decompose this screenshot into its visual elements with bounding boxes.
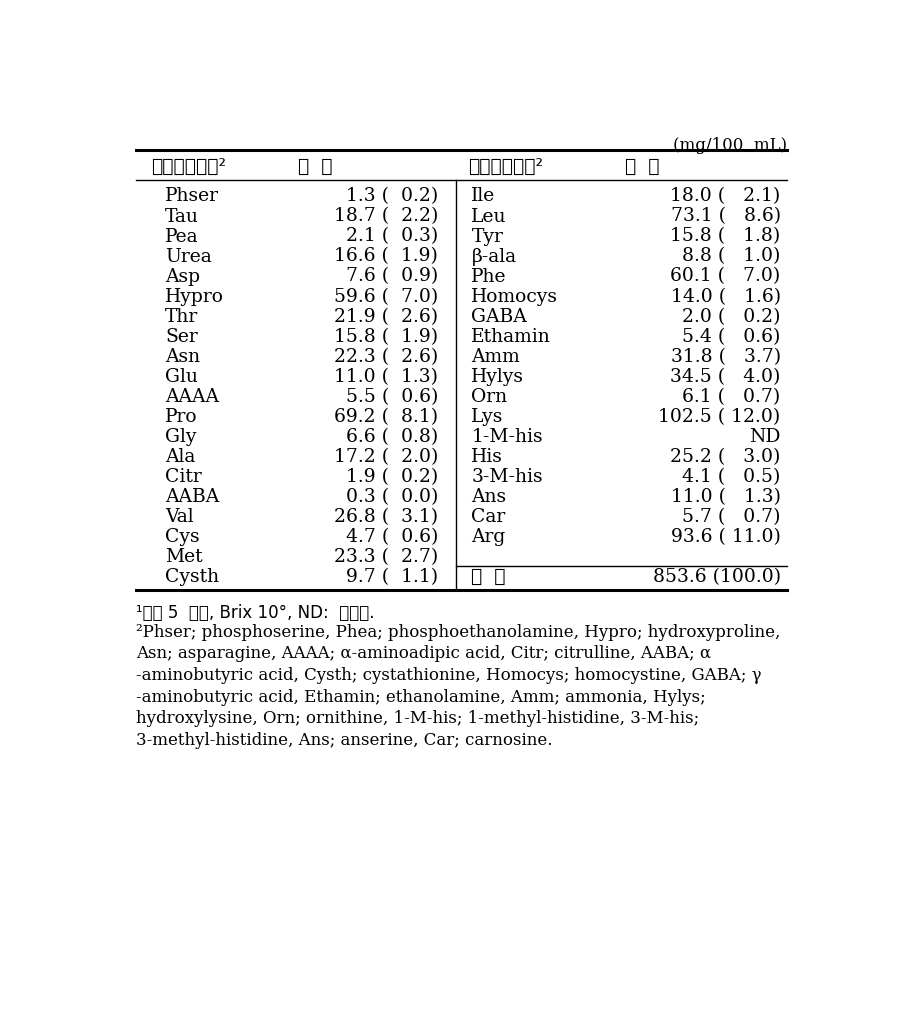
Text: 4.7 (  0.6): 4.7 ( 0.6) (346, 528, 438, 546)
Text: 11.0 (  1.3): 11.0 ( 1.3) (334, 367, 438, 386)
Text: 유리아미노산²: 유리아미노산² (468, 157, 542, 176)
Text: AABA: AABA (165, 488, 220, 505)
Text: Lys: Lys (471, 408, 504, 425)
Text: 7.6 (  0.9): 7.6 ( 0.9) (346, 268, 438, 285)
Text: Urea: Urea (165, 248, 212, 266)
Text: 60.1 (   7.0): 60.1 ( 7.0) (670, 268, 780, 285)
Text: Asn; asparagine, AAAA; α-aminoadipic acid, Citr; citrulline, AABA; α: Asn; asparagine, AAAA; α-aminoadipic aci… (136, 646, 711, 663)
Text: 15.8 (  1.9): 15.8 ( 1.9) (334, 328, 438, 346)
Text: 4.1 (   0.5): 4.1 ( 0.5) (682, 468, 780, 486)
Text: Glu: Glu (165, 367, 198, 386)
Text: GABA: GABA (471, 308, 527, 326)
Text: 2.1 (  0.3): 2.1 ( 0.3) (346, 227, 438, 246)
Text: 3-M-his: 3-M-his (471, 468, 543, 486)
Text: 2.0 (   0.2): 2.0 ( 0.2) (682, 308, 780, 326)
Text: Ala: Ala (165, 448, 196, 466)
Text: Leu: Leu (471, 207, 507, 225)
Text: 합  계: 합 계 (471, 567, 506, 587)
Text: Car: Car (471, 508, 505, 526)
Text: Gly: Gly (165, 427, 196, 446)
Text: 6.6 (  0.8): 6.6 ( 0.8) (346, 427, 438, 446)
Text: 25.2 (   3.0): 25.2 ( 3.0) (670, 448, 780, 466)
Text: Ile: Ile (471, 188, 496, 205)
Text: 59.6 (  7.0): 59.6 ( 7.0) (334, 287, 438, 306)
Text: Val: Val (165, 508, 194, 526)
Text: 6.1 (   0.7): 6.1 ( 0.7) (682, 388, 780, 406)
Text: Hypro: Hypro (165, 287, 224, 306)
Text: (mg/100  mL): (mg/100 mL) (673, 137, 787, 154)
Text: hydroxylysine, Orn; ornithine, 1-M-his; 1-methyl-histidine, 3-M-his;: hydroxylysine, Orn; ornithine, 1-M-his; … (136, 710, 699, 727)
Text: Tau: Tau (165, 207, 199, 225)
Text: 8.8 (   1.0): 8.8 ( 1.0) (682, 248, 780, 266)
Text: 14.0 (   1.6): 14.0 ( 1.6) (670, 287, 780, 306)
Text: 16.6 (  1.9): 16.6 ( 1.9) (334, 248, 438, 266)
Text: 34.5 (   4.0): 34.5 ( 4.0) (670, 367, 780, 386)
Text: Met: Met (165, 548, 203, 565)
Text: 102.5 ( 12.0): 102.5 ( 12.0) (659, 408, 780, 425)
Text: Homocys: Homocys (471, 287, 559, 306)
Text: Thr: Thr (165, 308, 198, 326)
Text: Pea: Pea (165, 227, 199, 246)
Text: 69.2 (  8.1): 69.2 ( 8.1) (334, 408, 438, 425)
Text: Ans: Ans (471, 488, 506, 505)
Text: ¹그림 5  참조, Brix 10°, ND:  미검출.: ¹그림 5 참조, Brix 10°, ND: 미검출. (136, 604, 375, 622)
Text: Arg: Arg (471, 528, 505, 546)
Text: 11.0 (   1.3): 11.0 ( 1.3) (670, 488, 780, 505)
Text: 22.3 (  2.6): 22.3 ( 2.6) (334, 348, 438, 365)
Text: 유리아미노산²: 유리아미노산² (151, 157, 226, 176)
Text: 3-methyl-histidine, Ans; anserine, Car; carnosine.: 3-methyl-histidine, Ans; anserine, Car; … (136, 732, 552, 749)
Text: β-ala: β-ala (471, 248, 516, 266)
Text: 23.3 (  2.7): 23.3 ( 2.7) (334, 548, 438, 565)
Text: Hylys: Hylys (471, 367, 524, 386)
Text: Phser: Phser (165, 188, 219, 205)
Text: 1.9 (  0.2): 1.9 ( 0.2) (346, 468, 438, 486)
Text: 함  량: 함 량 (625, 157, 660, 176)
Text: Amm: Amm (471, 348, 520, 365)
Text: Cys: Cys (165, 528, 200, 546)
Text: ²Phser; phosphoserine, Phea; phosphoethanolamine, Hypro; hydroxyproline,: ²Phser; phosphoserine, Phea; phosphoetha… (136, 624, 780, 640)
Text: Ethamin: Ethamin (471, 328, 551, 346)
Text: AAAA: AAAA (165, 388, 219, 406)
Text: 9.7 (  1.1): 9.7 ( 1.1) (346, 567, 438, 586)
Text: Cysth: Cysth (165, 567, 220, 586)
Text: Citr: Citr (165, 468, 202, 486)
Text: 5.4 (   0.6): 5.4 ( 0.6) (682, 328, 780, 346)
Text: 18.0 (   2.1): 18.0 ( 2.1) (670, 188, 780, 205)
Text: Pro: Pro (165, 408, 198, 425)
Text: 31.8 (   3.7): 31.8 ( 3.7) (670, 348, 780, 365)
Text: 26.8 (  3.1): 26.8 ( 3.1) (334, 508, 438, 526)
Text: 15.8 (   1.8): 15.8 ( 1.8) (670, 227, 780, 246)
Text: 18.7 (  2.2): 18.7 ( 2.2) (333, 207, 438, 225)
Text: 21.9 (  2.6): 21.9 ( 2.6) (334, 308, 438, 326)
Text: 17.2 (  2.0): 17.2 ( 2.0) (333, 448, 438, 466)
Text: His: His (471, 448, 504, 466)
Text: 5.5 (  0.6): 5.5 ( 0.6) (346, 388, 438, 406)
Text: 73.1 (   8.6): 73.1 ( 8.6) (670, 207, 780, 225)
Text: Asp: Asp (165, 268, 200, 285)
Text: Phe: Phe (471, 268, 507, 285)
Text: 93.6 ( 11.0): 93.6 ( 11.0) (671, 528, 780, 546)
Text: Orn: Orn (471, 388, 507, 406)
Text: 1.3 (  0.2): 1.3 ( 0.2) (346, 188, 438, 205)
Text: 1-M-his: 1-M-his (471, 427, 543, 446)
Text: 0.3 (  0.0): 0.3 ( 0.0) (346, 488, 438, 505)
Text: Tyr: Tyr (471, 227, 504, 246)
Text: 함  량: 함 량 (298, 157, 332, 176)
Text: Ser: Ser (165, 328, 198, 346)
Text: 5.7 (   0.7): 5.7 ( 0.7) (682, 508, 780, 526)
Text: 853.6 (100.0): 853.6 (100.0) (652, 567, 780, 586)
Text: -aminobutyric acid, Ethamin; ethanolamine, Amm; ammonia, Hylys;: -aminobutyric acid, Ethamin; ethanolamin… (136, 688, 705, 705)
Text: ND: ND (749, 427, 780, 446)
Text: Asn: Asn (165, 348, 200, 365)
Text: -aminobutyric acid, Cysth; cystathionine, Homocys; homocystine, GABA; γ: -aminobutyric acid, Cysth; cystathionine… (136, 667, 761, 684)
